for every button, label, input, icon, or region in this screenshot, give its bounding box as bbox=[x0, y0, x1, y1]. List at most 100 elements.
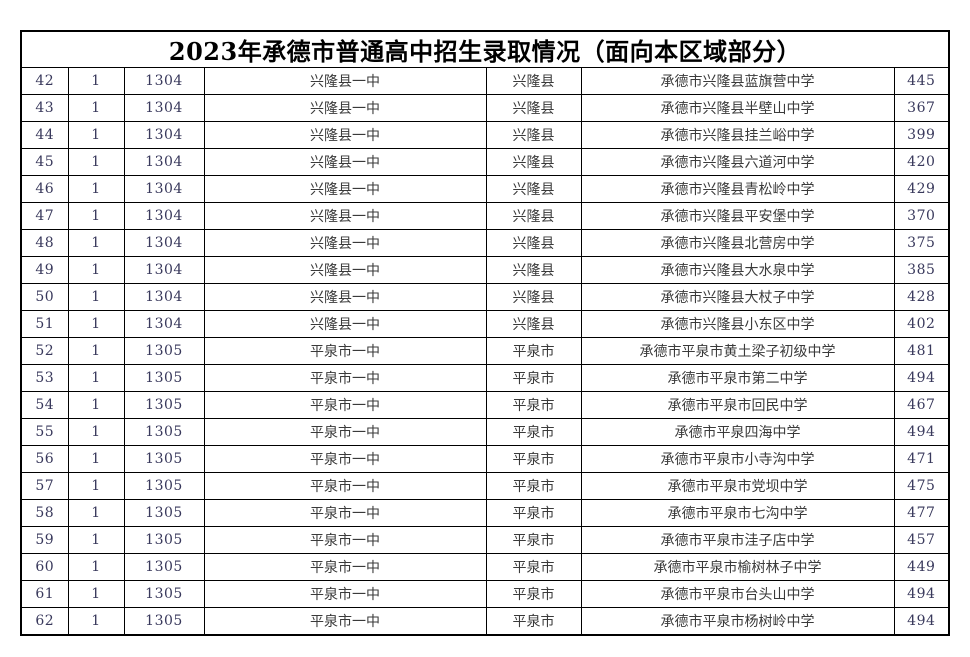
cell-row-number: 62 bbox=[20, 607, 69, 636]
table-row: 55 1 1305 平泉市一中 平泉市 承德市平泉四海中学 494 bbox=[20, 418, 950, 446]
cell-admitting-school: 兴隆县一中 bbox=[203, 94, 487, 122]
cell-row-number: 55 bbox=[20, 418, 69, 446]
cell-admitting-school: 平泉市一中 bbox=[203, 364, 487, 392]
cell-middle-school: 承德市兴隆县半壁山中学 bbox=[580, 94, 895, 122]
table-row: 45 1 1304 兴隆县一中 兴隆县 承德市兴隆县六道河中学 420 bbox=[20, 148, 950, 176]
cell-county: 平泉市 bbox=[485, 499, 582, 527]
cell-county: 兴隆县 bbox=[485, 67, 582, 95]
cell-score: 449 bbox=[893, 553, 950, 581]
cell-school-code: 1304 bbox=[123, 283, 205, 311]
cell-batch: 1 bbox=[67, 418, 125, 446]
cell-admitting-school: 兴隆县一中 bbox=[203, 67, 487, 95]
table-title: 2023年承德市普通高中招生录取情况（面向本区域部分） bbox=[20, 30, 950, 68]
cell-middle-school: 承德市平泉市杨树岭中学 bbox=[580, 607, 895, 636]
cell-batch: 1 bbox=[67, 580, 125, 608]
cell-school-code: 1305 bbox=[123, 607, 205, 636]
cell-middle-school: 承德市兴隆县六道河中学 bbox=[580, 148, 895, 176]
cell-middle-school: 承德市平泉市党坝中学 bbox=[580, 472, 895, 500]
cell-score: 467 bbox=[893, 391, 950, 419]
cell-score: 494 bbox=[893, 580, 950, 608]
cell-admitting-school: 兴隆县一中 bbox=[203, 256, 487, 284]
cell-admitting-school: 平泉市一中 bbox=[203, 445, 487, 473]
table-row: 56 1 1305 平泉市一中 平泉市 承德市平泉市小寺沟中学 471 bbox=[20, 445, 950, 473]
cell-score: 375 bbox=[893, 229, 950, 257]
cell-county: 平泉市 bbox=[485, 580, 582, 608]
cell-row-number: 61 bbox=[20, 580, 69, 608]
cell-row-number: 54 bbox=[20, 391, 69, 419]
cell-row-number: 43 bbox=[20, 94, 69, 122]
cell-middle-school: 承德市平泉市七沟中学 bbox=[580, 499, 895, 527]
cell-admitting-school: 平泉市一中 bbox=[203, 499, 487, 527]
cell-middle-school: 承德市兴隆县挂兰峪中学 bbox=[580, 121, 895, 149]
cell-batch: 1 bbox=[67, 256, 125, 284]
cell-score: 471 bbox=[893, 445, 950, 473]
table-row: 62 1 1305 平泉市一中 平泉市 承德市平泉市杨树岭中学 494 bbox=[20, 607, 950, 636]
cell-admitting-school: 平泉市一中 bbox=[203, 418, 487, 446]
table-row: 43 1 1304 兴隆县一中 兴隆县 承德市兴隆县半壁山中学 367 bbox=[20, 94, 950, 122]
cell-score: 399 bbox=[893, 121, 950, 149]
cell-score: 457 bbox=[893, 526, 950, 554]
cell-school-code: 1304 bbox=[123, 229, 205, 257]
cell-row-number: 44 bbox=[20, 121, 69, 149]
table-row: 46 1 1304 兴隆县一中 兴隆县 承德市兴隆县青松岭中学 429 bbox=[20, 175, 950, 203]
cell-school-code: 1305 bbox=[123, 499, 205, 527]
cell-score: 420 bbox=[893, 148, 950, 176]
cell-middle-school: 承德市兴隆县大杖子中学 bbox=[580, 283, 895, 311]
cell-batch: 1 bbox=[67, 229, 125, 257]
cell-row-number: 45 bbox=[20, 148, 69, 176]
cell-score: 402 bbox=[893, 310, 950, 338]
cell-batch: 1 bbox=[67, 148, 125, 176]
cell-row-number: 42 bbox=[20, 67, 69, 95]
cell-county: 平泉市 bbox=[485, 364, 582, 392]
cell-county: 兴隆县 bbox=[485, 256, 582, 284]
cell-admitting-school: 兴隆县一中 bbox=[203, 283, 487, 311]
cell-middle-school: 承德市平泉市台头山中学 bbox=[580, 580, 895, 608]
cell-county: 兴隆县 bbox=[485, 310, 582, 338]
cell-admitting-school: 平泉市一中 bbox=[203, 553, 487, 581]
cell-school-code: 1305 bbox=[123, 391, 205, 419]
cell-school-code: 1305 bbox=[123, 580, 205, 608]
cell-batch: 1 bbox=[67, 337, 125, 365]
cell-school-code: 1304 bbox=[123, 175, 205, 203]
cell-county: 兴隆县 bbox=[485, 283, 582, 311]
cell-county: 兴隆县 bbox=[485, 121, 582, 149]
cell-school-code: 1304 bbox=[123, 202, 205, 230]
table-row: 51 1 1304 兴隆县一中 兴隆县 承德市兴隆县小东区中学 402 bbox=[20, 310, 950, 338]
cell-batch: 1 bbox=[67, 121, 125, 149]
cell-admitting-school: 兴隆县一中 bbox=[203, 175, 487, 203]
cell-score: 494 bbox=[893, 418, 950, 446]
cell-batch: 1 bbox=[67, 283, 125, 311]
cell-middle-school: 承德市兴隆县青松岭中学 bbox=[580, 175, 895, 203]
table-row: 49 1 1304 兴隆县一中 兴隆县 承德市兴隆县大水泉中学 385 bbox=[20, 256, 950, 284]
cell-school-code: 1305 bbox=[123, 526, 205, 554]
cell-school-code: 1304 bbox=[123, 310, 205, 338]
cell-county: 平泉市 bbox=[485, 418, 582, 446]
cell-row-number: 60 bbox=[20, 553, 69, 581]
cell-middle-school: 承德市兴隆县蓝旗营中学 bbox=[580, 67, 895, 95]
cell-middle-school: 承德市平泉市榆树林子中学 bbox=[580, 553, 895, 581]
cell-county: 兴隆县 bbox=[485, 94, 582, 122]
cell-school-code: 1305 bbox=[123, 553, 205, 581]
cell-school-code: 1304 bbox=[123, 67, 205, 95]
cell-admitting-school: 兴隆县一中 bbox=[203, 310, 487, 338]
cell-county: 平泉市 bbox=[485, 337, 582, 365]
cell-middle-school: 承德市平泉市第二中学 bbox=[580, 364, 895, 392]
table-row: 58 1 1305 平泉市一中 平泉市 承德市平泉市七沟中学 477 bbox=[20, 499, 950, 527]
cell-score: 494 bbox=[893, 607, 950, 636]
admission-table: 2023年承德市普通高中招生录取情况（面向本区域部分） 42 1 1304 兴隆… bbox=[20, 30, 951, 636]
cell-middle-school: 承德市平泉市回民中学 bbox=[580, 391, 895, 419]
cell-score: 367 bbox=[893, 94, 950, 122]
cell-school-code: 1305 bbox=[123, 418, 205, 446]
table-row: 53 1 1305 平泉市一中 平泉市 承德市平泉市第二中学 494 bbox=[20, 364, 950, 392]
cell-batch: 1 bbox=[67, 310, 125, 338]
cell-score: 370 bbox=[893, 202, 950, 230]
cell-school-code: 1305 bbox=[123, 472, 205, 500]
cell-score: 475 bbox=[893, 472, 950, 500]
cell-school-code: 1304 bbox=[123, 121, 205, 149]
cell-batch: 1 bbox=[67, 391, 125, 419]
cell-score: 494 bbox=[893, 364, 950, 392]
cell-county: 平泉市 bbox=[485, 553, 582, 581]
cell-row-number: 56 bbox=[20, 445, 69, 473]
cell-admitting-school: 平泉市一中 bbox=[203, 526, 487, 554]
